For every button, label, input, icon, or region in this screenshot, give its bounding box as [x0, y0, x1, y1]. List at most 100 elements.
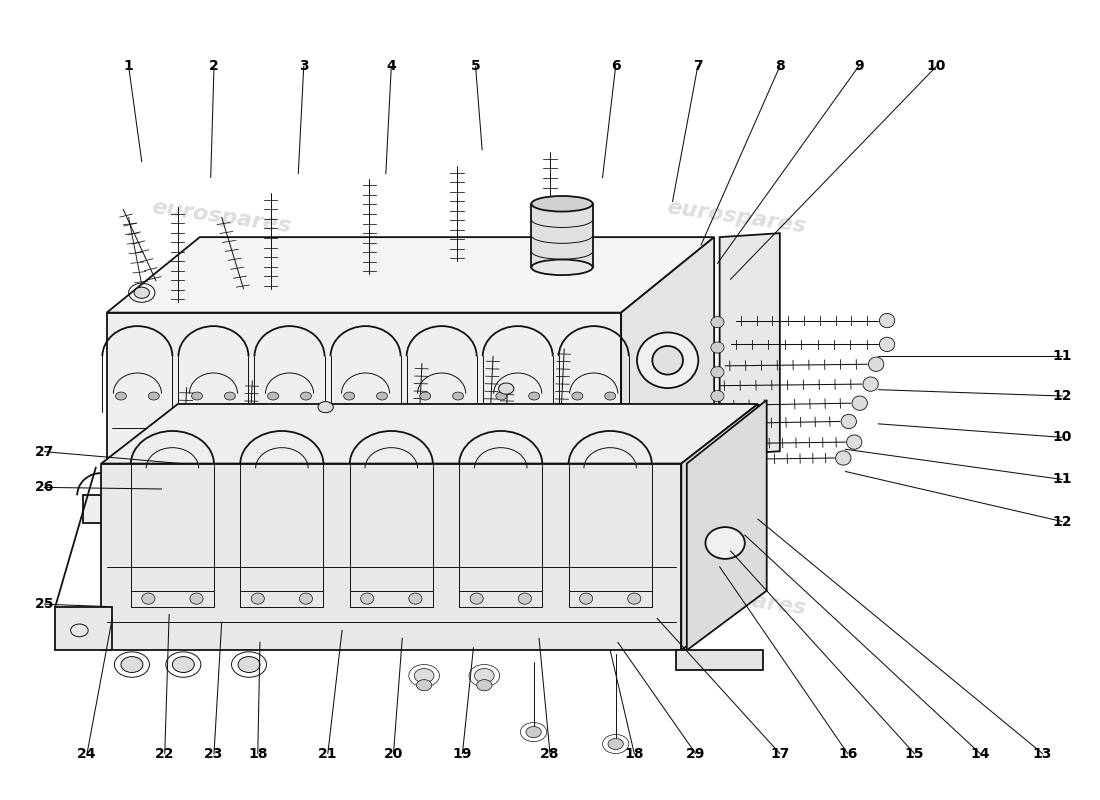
Ellipse shape — [879, 314, 894, 328]
Polygon shape — [55, 606, 112, 650]
Ellipse shape — [652, 346, 683, 374]
Text: 14: 14 — [970, 746, 990, 761]
Ellipse shape — [121, 657, 143, 673]
Ellipse shape — [842, 414, 857, 429]
Text: 22: 22 — [155, 746, 175, 761]
Polygon shape — [101, 463, 681, 650]
Ellipse shape — [474, 669, 494, 683]
Text: 20: 20 — [384, 746, 404, 761]
Ellipse shape — [869, 357, 883, 371]
Ellipse shape — [251, 593, 264, 604]
Ellipse shape — [864, 377, 878, 391]
Polygon shape — [82, 495, 123, 523]
Ellipse shape — [711, 390, 724, 402]
Ellipse shape — [318, 402, 333, 413]
Text: eurospares: eurospares — [151, 198, 293, 237]
Text: 17: 17 — [770, 746, 790, 761]
Text: 25: 25 — [34, 597, 54, 611]
Polygon shape — [675, 650, 763, 670]
Text: 4: 4 — [386, 59, 396, 74]
Ellipse shape — [608, 738, 624, 750]
Ellipse shape — [705, 527, 745, 559]
Text: 27: 27 — [35, 445, 54, 458]
Text: eurospares: eurospares — [666, 198, 807, 237]
Ellipse shape — [711, 342, 724, 353]
Text: 11: 11 — [1053, 350, 1071, 363]
Ellipse shape — [142, 593, 155, 604]
Ellipse shape — [711, 366, 724, 378]
Ellipse shape — [409, 593, 422, 604]
Ellipse shape — [300, 392, 311, 400]
Ellipse shape — [498, 383, 514, 394]
Polygon shape — [681, 404, 758, 650]
Text: 8: 8 — [776, 59, 784, 74]
Text: 29: 29 — [686, 746, 705, 761]
Ellipse shape — [572, 392, 583, 400]
Text: 11: 11 — [1053, 473, 1071, 486]
Ellipse shape — [711, 420, 724, 431]
Text: 3: 3 — [299, 59, 309, 74]
Ellipse shape — [420, 392, 431, 400]
Text: 2: 2 — [209, 59, 219, 74]
Ellipse shape — [343, 392, 354, 400]
Ellipse shape — [531, 259, 593, 275]
Ellipse shape — [637, 333, 698, 388]
Text: 21: 21 — [318, 746, 338, 761]
Ellipse shape — [415, 669, 434, 683]
Ellipse shape — [526, 726, 541, 738]
Ellipse shape — [191, 392, 202, 400]
Ellipse shape — [417, 680, 432, 690]
Ellipse shape — [628, 593, 641, 604]
Text: 18: 18 — [625, 746, 644, 761]
Polygon shape — [107, 237, 714, 313]
Text: 26: 26 — [35, 480, 54, 494]
Ellipse shape — [847, 435, 862, 450]
Ellipse shape — [267, 392, 278, 400]
Ellipse shape — [531, 196, 593, 211]
Text: 12: 12 — [1053, 514, 1071, 529]
Text: 24: 24 — [77, 746, 97, 761]
Ellipse shape — [476, 680, 492, 690]
Polygon shape — [101, 404, 758, 463]
Text: eurospares: eurospares — [151, 579, 293, 618]
Text: 19: 19 — [453, 746, 472, 761]
Text: 7: 7 — [693, 59, 703, 74]
Ellipse shape — [376, 392, 387, 400]
Text: 23: 23 — [205, 746, 223, 761]
Ellipse shape — [580, 593, 593, 604]
Ellipse shape — [134, 287, 150, 298]
Ellipse shape — [224, 392, 235, 400]
Polygon shape — [531, 204, 593, 267]
Text: 10: 10 — [1053, 430, 1071, 444]
Text: 5: 5 — [471, 59, 481, 74]
Ellipse shape — [879, 338, 894, 351]
Ellipse shape — [116, 392, 127, 400]
Text: 18: 18 — [248, 746, 267, 761]
Ellipse shape — [148, 392, 159, 400]
Ellipse shape — [470, 593, 483, 604]
Text: 13: 13 — [1033, 746, 1053, 761]
Text: 6: 6 — [610, 59, 620, 74]
Text: 9: 9 — [854, 59, 864, 74]
Text: 10: 10 — [926, 59, 946, 74]
Text: 1: 1 — [124, 59, 133, 74]
Ellipse shape — [529, 392, 540, 400]
Polygon shape — [719, 233, 780, 455]
Ellipse shape — [711, 317, 724, 328]
Text: 12: 12 — [1053, 389, 1071, 403]
Ellipse shape — [496, 392, 507, 400]
Ellipse shape — [605, 392, 616, 400]
Text: eurospares: eurospares — [666, 579, 807, 618]
Ellipse shape — [361, 593, 374, 604]
Text: 15: 15 — [904, 746, 924, 761]
Ellipse shape — [518, 593, 531, 604]
Polygon shape — [107, 313, 622, 523]
Ellipse shape — [190, 593, 204, 604]
Text: 28: 28 — [540, 746, 560, 761]
Ellipse shape — [173, 657, 195, 673]
Ellipse shape — [452, 392, 463, 400]
Ellipse shape — [299, 593, 312, 604]
Ellipse shape — [238, 657, 260, 673]
Ellipse shape — [836, 451, 851, 465]
Polygon shape — [686, 400, 767, 650]
